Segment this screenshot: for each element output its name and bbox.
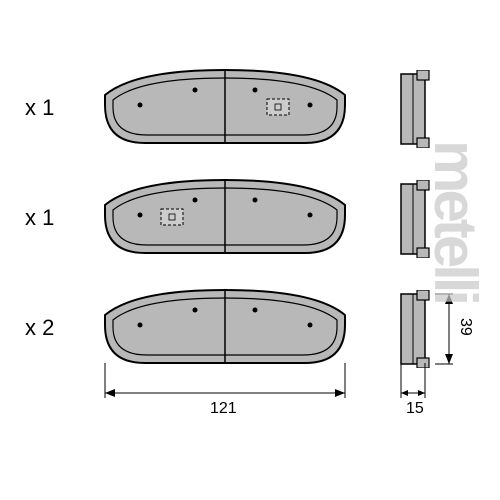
diagram-container: x 1 x 1 x 2 [0, 0, 500, 500]
side-profile-icon [395, 290, 433, 368]
side-profile-1 [395, 70, 433, 153]
qty-row-2: x 1 [25, 205, 54, 231]
dimension-width-label: 121 [210, 400, 237, 418]
side-profile-icon [395, 180, 433, 258]
qty-row-1: x 1 [25, 95, 54, 121]
side-profile-2 [395, 180, 433, 263]
brake-pad-row-1 [95, 65, 355, 153]
side-profile-3 [395, 290, 433, 373]
brake-pad-icon [95, 285, 355, 373]
brake-pad-row-3 [95, 285, 355, 373]
qty-row-3: x 2 [25, 315, 54, 341]
brake-pad-icon [95, 65, 355, 153]
dimension-thickness-label: 15 [406, 400, 424, 418]
brake-pad-row-2 [95, 175, 355, 263]
side-profile-icon [395, 70, 433, 148]
dimension-height-label: 39 [456, 318, 474, 336]
brake-pad-icon [95, 175, 355, 263]
